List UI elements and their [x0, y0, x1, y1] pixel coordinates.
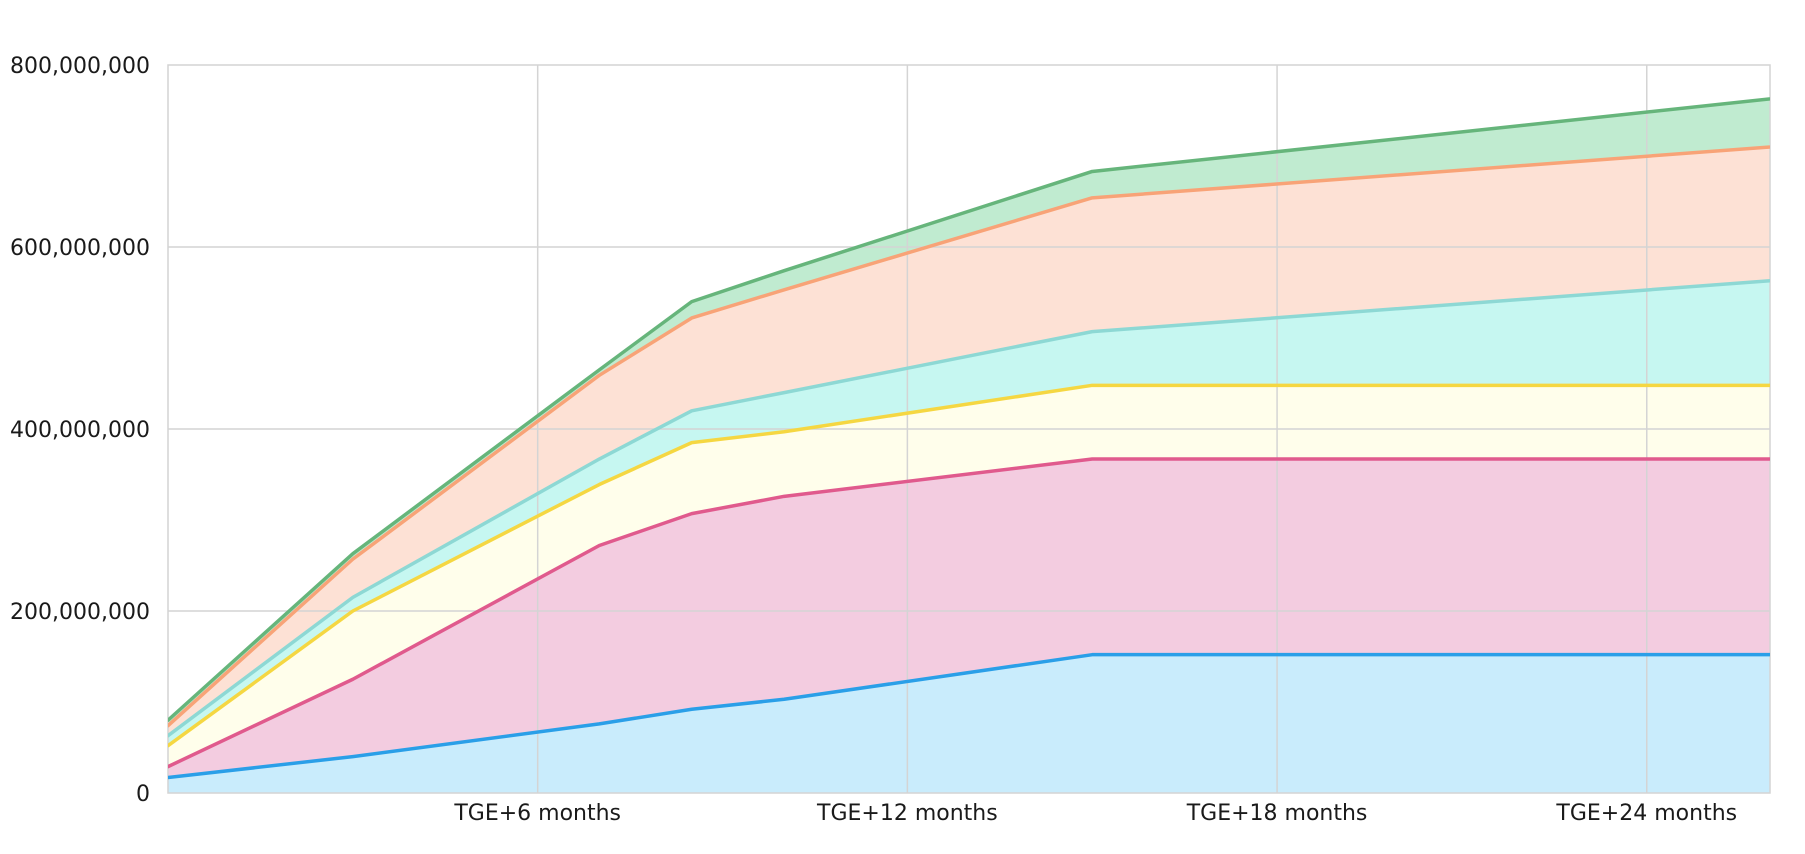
chart-areas [168, 98, 1770, 793]
series-line-2 [168, 383, 1770, 748]
y-tick-label-1: 200,000,000 [10, 600, 150, 625]
x-tick-label-3: TGE+24 months [1555, 801, 1737, 826]
series-area-5 [168, 98, 1770, 726]
series-line-0 [168, 652, 1770, 780]
series-area-2 [168, 385, 1770, 767]
gridlines [168, 65, 1770, 793]
y-tick-label-0: 0 [136, 782, 150, 807]
y-tick-label-4: 800,000,000 [10, 54, 150, 79]
y-axis: 0 200,000,000 400,000,000 600,000,000 800,00… [10, 54, 150, 807]
y-tick-label-2: 400,000,000 [10, 418, 150, 443]
x-tick-label-2: TGE+18 months [1186, 801, 1368, 826]
series-lines [168, 97, 1770, 780]
series-area-3 [168, 280, 1770, 746]
series-line-5 [168, 97, 1770, 722]
plot-frame [167, 64, 1771, 794]
series-area-0 [168, 654, 1770, 793]
series-area-1 [168, 459, 1770, 778]
series-line-1 [168, 457, 1770, 769]
y-tick-label-3: 600,000,000 [10, 236, 150, 261]
series-line-4 [168, 145, 1770, 728]
series-line-3 [168, 278, 1770, 738]
series-area-4 [168, 146, 1770, 736]
x-axis: TGE+6 months TGE+12 months TGE+18 months TG… [453, 801, 1737, 826]
x-tick-label-0: TGE+6 months [453, 801, 621, 826]
x-tick-label-1: TGE+12 months [816, 801, 998, 826]
